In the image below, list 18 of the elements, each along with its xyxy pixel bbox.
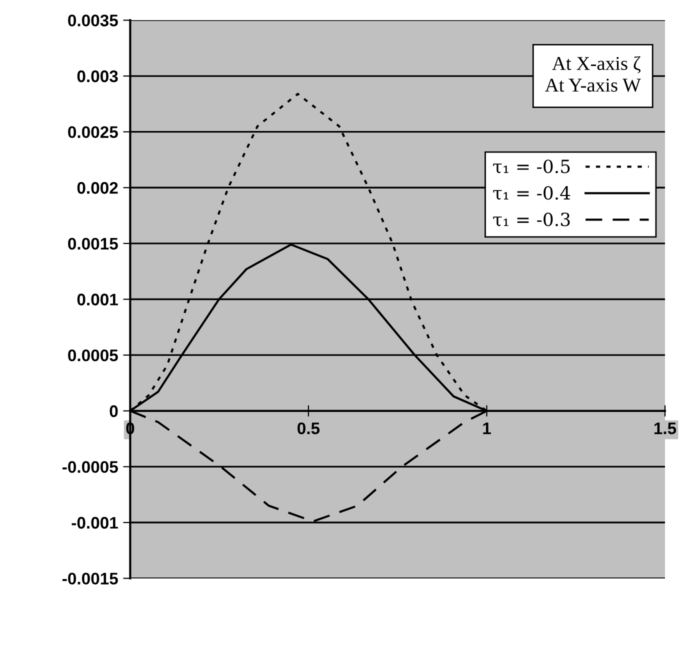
y-tick-label: -0.0015 — [62, 572, 118, 585]
legend-label: τ₁ = -0.3 — [493, 212, 570, 226]
y-tick-label: 0.003 — [77, 70, 118, 82]
y-tick-label: 0 — [110, 405, 118, 418]
x-tick-label: 1 — [483, 422, 491, 434]
y-tick-label: 0.0025 — [68, 126, 118, 138]
y-tick-label: -0.001 — [72, 516, 118, 529]
y-tick-label: 0.001 — [77, 294, 118, 306]
x-tick-label: 1.5 — [654, 422, 676, 434]
y-tick-label: 0.0015 — [68, 238, 118, 250]
y-tick-label: 0.0035 — [68, 14, 118, 26]
y-tick-label: 0.0005 — [68, 349, 118, 362]
y-tick-label: -0.0005 — [62, 461, 118, 473]
y-tick-label: 0.002 — [77, 182, 118, 194]
legend-label: τ₁ = -0.4 — [493, 186, 570, 200]
legend-label: τ₁ = -0.5 — [493, 160, 570, 174]
annotation: At X-axis ζ At Y-axis W — [544, 56, 641, 92]
x-tick-label: 0.5 — [298, 422, 320, 434]
